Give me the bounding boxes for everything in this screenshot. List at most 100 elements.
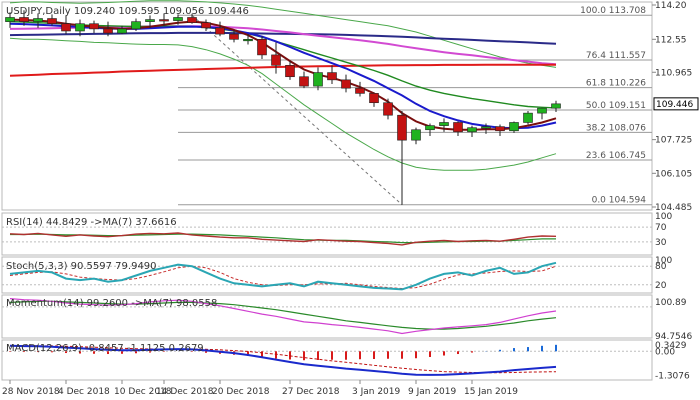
candle-body <box>229 33 239 40</box>
candle-body <box>439 122 449 126</box>
momentum-panel-frame <box>1 294 653 339</box>
candle-body <box>313 72 323 87</box>
momentum-tick-label: 100.89 <box>655 298 687 308</box>
candle-body <box>201 22 211 29</box>
x-tick-label: 14 Dec 2018 <box>156 387 214 397</box>
ma-200-line <box>9 63 556 77</box>
bollinger-lower-line <box>9 37 557 171</box>
candle-body <box>341 79 351 89</box>
momentum-tick-label: 94.7546 <box>655 332 692 342</box>
rsi-lines <box>9 232 557 246</box>
price-tick-label: 114.20 <box>655 1 687 11</box>
candle-body <box>397 114 407 141</box>
candle-body <box>5 17 15 22</box>
momentum-ma-line <box>9 300 557 330</box>
candle-body <box>89 23 99 30</box>
stoch-tick-label: 80 <box>655 262 667 272</box>
stoch-panel-frame <box>1 256 653 294</box>
candle-body <box>467 127 477 133</box>
candle-body <box>551 103 561 109</box>
candle-body <box>61 23 71 32</box>
trend-line <box>191 14 403 206</box>
candle-body <box>75 23 85 32</box>
trend-line-dashed <box>191 14 403 206</box>
candle-body <box>355 87 365 94</box>
price-tick-label: 106.105 <box>655 169 692 179</box>
candle-body <box>285 64 295 78</box>
momentum-panel: Momentum(14) 99.2600 ->MA(7) 98.0558 100… <box>1 294 692 342</box>
fib-level-label: 38.2 108.076 <box>586 123 646 133</box>
price-tick-label: 112.55 <box>655 35 687 45</box>
stoch-k-line <box>9 261 557 291</box>
stoch-lines <box>9 261 557 291</box>
momentum-axis: 100.89 94.7546 <box>655 298 692 342</box>
macd-tick-label: 0.3429 <box>655 341 687 351</box>
price-tick-label: 104.485 <box>655 203 692 213</box>
macd-signal-line <box>9 344 557 374</box>
rsi-levels <box>2 226 652 243</box>
price-panel-frame <box>1 1 653 211</box>
price-panel-title: USDJPY,Daily 109.240 109.595 109.056 109… <box>6 6 249 17</box>
momentum-lines <box>9 298 557 335</box>
candle-body <box>117 28 127 34</box>
candle-body <box>47 18 57 25</box>
stoch-tick-label: 20 <box>655 281 667 291</box>
macd-tick-label: 0.00 <box>655 347 675 357</box>
candle-body <box>243 39 253 42</box>
candle-body <box>509 122 519 132</box>
fib-level-label: 76.4 111.557 <box>586 51 646 61</box>
current-price-tag: 109.446 <box>653 97 699 111</box>
candle-body <box>33 18 43 22</box>
candle-body <box>383 102 393 116</box>
stoch-tick-label: 100 <box>655 256 672 266</box>
candle-body <box>173 17 183 21</box>
fib-level-label: 61.8 110.226 <box>586 79 646 89</box>
fib-level-label: 0.0 104.594 <box>592 196 647 206</box>
x-tick-label: 10 Dec 2018 <box>114 387 172 397</box>
candle-body <box>159 19 169 22</box>
candle-body <box>495 126 505 132</box>
rsi-tick-label: 100 <box>655 212 672 222</box>
candle-body <box>215 27 225 35</box>
current-price-tag-label: 109.446 <box>656 100 693 110</box>
x-tick-label: 4 Dec 2018 <box>58 387 110 397</box>
fib-level-label: 100.0 113.708 <box>580 6 646 16</box>
fib-level-label: 23.6 106.745 <box>586 151 646 161</box>
rsi-line <box>9 232 557 246</box>
macd-line <box>9 344 557 376</box>
candle-body <box>299 76 309 87</box>
x-tick-label: 15 Jan 2019 <box>464 387 518 397</box>
candle-body <box>453 122 463 133</box>
candle-body <box>481 126 491 129</box>
macd-lines <box>9 344 557 376</box>
x-tick-label: 28 Nov 2018 <box>2 387 60 397</box>
candle-body <box>411 129 421 141</box>
rsi-panel-title: RSI(14) 44.8429 ->MA(7) 37.6616 <box>6 217 177 228</box>
current-price-tag-box <box>653 97 699 111</box>
candle-body <box>187 17 197 23</box>
momentum-line <box>9 298 557 335</box>
macd-panel-title: MACD(12,26,9) -0.8457 -1.1125 0.2679 <box>6 343 204 354</box>
price-panel: 100.0 113.708 76.4 111.557 61.8 110.226 50.… <box>1 0 699 213</box>
macd-panel: MACD(12,26,9) -0.8457 -1.1125 0.2679 0.3… <box>1 339 690 381</box>
rsi-tick-label: 70 <box>655 223 667 233</box>
moving-averages <box>9 0 557 171</box>
price-tick-label: 107.725 <box>655 136 692 146</box>
candles <box>5 10 561 205</box>
ma-long2-line <box>9 31 557 45</box>
candle-body <box>537 107 547 114</box>
x-tick-label: 27 Dec 2018 <box>282 387 340 397</box>
momentum-panel-title: Momentum(14) 99.2600 ->MA(7) 98.0558 <box>6 298 217 309</box>
price-tick-label: 110.965 <box>655 68 692 78</box>
ma-fast-line <box>9 18 557 131</box>
candle-body <box>131 21 141 30</box>
fib-level-label: 50.0 109.151 <box>586 101 646 111</box>
candle-body <box>523 112 533 123</box>
candle-body <box>327 72 337 81</box>
candle-body <box>369 93 379 104</box>
